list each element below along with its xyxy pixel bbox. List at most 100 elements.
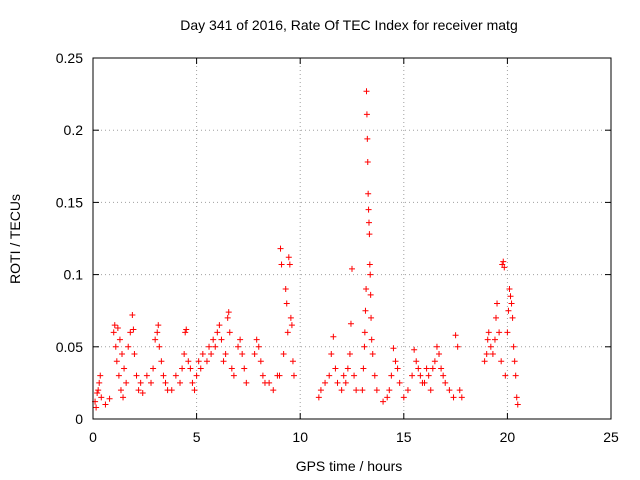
data-point — [368, 314, 375, 321]
data-point — [342, 379, 349, 386]
data-point — [360, 365, 367, 372]
data-point — [187, 365, 194, 372]
data-point — [500, 258, 507, 265]
data-point — [380, 398, 387, 405]
data-point — [214, 329, 221, 336]
data-point — [423, 365, 430, 372]
data-point — [508, 300, 515, 307]
data-point — [458, 394, 465, 401]
data-point — [135, 387, 142, 394]
data-point — [326, 372, 333, 379]
data-point — [148, 379, 155, 386]
data-point — [400, 394, 407, 401]
chart-title: Day 341 of 2016, Rate Of TEC Index for r… — [180, 17, 517, 33]
data-point — [392, 358, 399, 365]
data-point — [317, 387, 324, 394]
data-point — [388, 372, 395, 379]
data-point — [203, 358, 210, 365]
data-point — [224, 314, 231, 321]
data-point — [225, 309, 232, 316]
data-point — [113, 358, 120, 365]
data-point — [349, 265, 355, 272]
data-point — [160, 372, 167, 379]
data-point — [182, 329, 189, 336]
data-point — [241, 365, 248, 372]
data-point — [193, 372, 200, 379]
data-point — [396, 379, 403, 386]
data-point — [338, 387, 345, 394]
data-point — [278, 261, 285, 268]
data-point — [322, 379, 329, 386]
data-point — [139, 390, 146, 397]
data-point — [315, 394, 322, 401]
data-point — [440, 372, 447, 379]
data-point — [344, 365, 351, 372]
data-point — [253, 336, 260, 343]
data-point — [125, 343, 132, 350]
data-point — [359, 387, 366, 394]
data-point — [496, 329, 503, 336]
data-point — [270, 387, 277, 394]
data-point — [390, 345, 397, 352]
data-point — [452, 332, 459, 339]
data-point — [367, 291, 374, 298]
data-point — [98, 394, 105, 401]
data-point — [95, 387, 102, 394]
data-point — [353, 387, 360, 394]
data-point — [442, 379, 449, 386]
x-tick-label: 0 — [89, 429, 97, 445]
data-point — [509, 314, 516, 321]
data-point — [127, 329, 134, 336]
data-point — [289, 358, 296, 365]
data-point — [485, 329, 492, 336]
data-point — [363, 88, 370, 95]
data-point — [512, 372, 519, 379]
data-point — [346, 351, 353, 358]
data-point — [195, 358, 202, 365]
data-point — [183, 326, 190, 333]
data-point — [487, 343, 494, 350]
y-axis-label: ROTI / TECUs — [7, 194, 23, 284]
data-point — [454, 343, 461, 350]
data-point — [212, 343, 219, 350]
data-point — [371, 372, 378, 379]
data-point — [427, 387, 434, 394]
data-point — [506, 286, 513, 293]
data-point — [411, 346, 418, 353]
x-tick-label: 10 — [292, 429, 308, 445]
data-point — [433, 343, 440, 350]
data-point — [494, 300, 501, 307]
data-point — [121, 365, 128, 372]
data-point — [115, 372, 122, 379]
y-tick-label: 0.2 — [64, 122, 84, 138]
data-point — [172, 372, 179, 379]
data-point — [328, 351, 335, 358]
data-point — [287, 314, 294, 321]
data-point — [143, 372, 150, 379]
data-point — [181, 351, 188, 358]
data-point — [283, 300, 290, 307]
data-point — [386, 387, 393, 394]
y-tick-label: 0.25 — [56, 50, 83, 66]
data-point — [421, 379, 428, 386]
data-point — [112, 343, 119, 350]
data-point — [96, 379, 103, 386]
data-point — [438, 365, 445, 372]
data-point — [255, 343, 262, 350]
data-point — [340, 372, 347, 379]
data-point — [415, 365, 422, 372]
data-point — [150, 365, 157, 372]
data-point — [394, 365, 401, 372]
data-point — [505, 307, 512, 314]
data-point — [123, 379, 130, 386]
data-point — [501, 264, 508, 271]
data-point — [111, 322, 118, 329]
data-point — [368, 336, 375, 343]
data-point — [334, 379, 341, 386]
data-point — [483, 351, 490, 358]
y-tick-label: 0 — [75, 411, 83, 427]
data-point — [363, 111, 370, 118]
data-point — [429, 365, 436, 372]
data-point — [425, 372, 432, 379]
data-point — [365, 190, 372, 197]
